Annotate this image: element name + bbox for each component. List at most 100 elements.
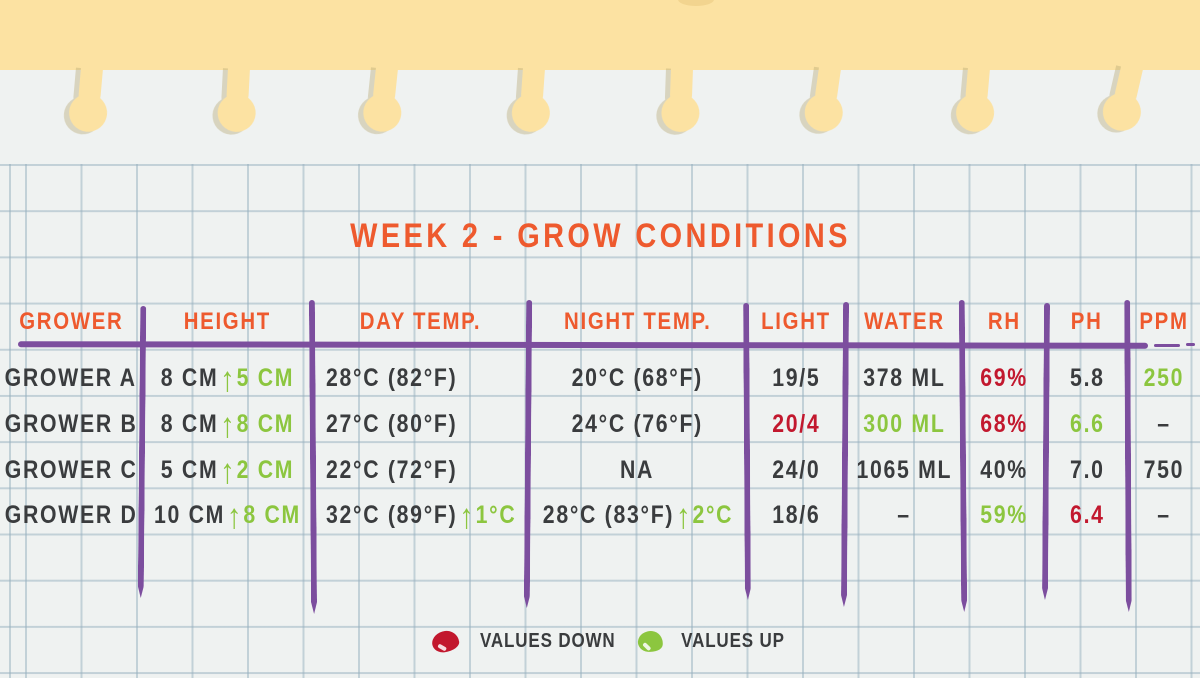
header-cell-water: WATER (845, 308, 963, 336)
cell-value: 10 CM (154, 500, 226, 529)
cell-height: 8 CM ↑ 8 CM (142, 404, 313, 445)
delta-value: 5 CM (236, 363, 295, 392)
cell-value: 24°C (76°F) (571, 409, 704, 438)
delta-value: 1°C (475, 500, 517, 529)
column-divider (138, 306, 147, 598)
cell-grower: GROWER B (0, 410, 142, 439)
cell-rh: 69% (963, 364, 1046, 393)
cell-value: 22°C (72°F) (326, 455, 458, 484)
header-cell-light: LIGHT (747, 308, 845, 336)
cell-day-temp: 28°C (82°F) (313, 364, 528, 393)
cell-ppm: – (1128, 501, 1200, 530)
cell-ppm: 750 (1128, 456, 1200, 485)
header-underline-dash (1154, 344, 1180, 347)
header-cell-height: HEIGHT (142, 308, 313, 336)
delta-value: 2°C (691, 500, 733, 529)
header-label: WATER (863, 308, 945, 335)
header-underline-dash (1186, 343, 1195, 346)
tab-ball (802, 91, 846, 135)
tab-ball (954, 92, 996, 134)
cell-value: 8 CM (160, 363, 219, 392)
legend-item-values-up: VALUES UP (636, 627, 794, 655)
cell-light: 24/0 (747, 456, 845, 485)
cell-value: 59% (980, 500, 1029, 529)
cell-value: 19/5 (771, 363, 821, 392)
up-arrow-icon: ↑ (220, 452, 235, 491)
cell-value: 68% (980, 409, 1029, 438)
table-row-4: GROWER D 10 CM ↑ 8 CM 32°C (89°F) ↑ 1°C 28°C (8… (0, 492, 1200, 538)
cell-light: 19/5 (747, 364, 845, 393)
header-cell-day-temp: DAY TEMP. (313, 308, 528, 336)
header-cell-night-temp: NIGHT TEMP. (528, 308, 747, 336)
header-underline (17, 341, 1149, 349)
up-arrow-icon: ↑ (226, 497, 242, 536)
cell-day-temp: 32°C (89°F) ↑ 1°C (313, 495, 528, 536)
cell-night-temp: NA (528, 456, 747, 485)
margin-line (9, 164, 11, 678)
header-label: GROWER (18, 308, 124, 335)
up-arrow-icon: ↑ (220, 406, 235, 445)
tab-ball (361, 91, 404, 134)
cell-value: 8 CM (160, 409, 219, 438)
cell-value: 6.4 (1069, 500, 1105, 529)
cell-day-temp: 22°C (72°F) (313, 456, 528, 485)
tab-ball (216, 92, 257, 133)
cell-ph: 6.4 (1046, 501, 1128, 530)
red-dot-icon (430, 628, 461, 654)
torn-paper-tab (660, 65, 701, 136)
paper-notch (678, 0, 714, 6)
cell-rh: 68% (963, 410, 1046, 439)
cell-value: 750 (1143, 455, 1185, 484)
cell-value: GROWER A (4, 363, 138, 392)
cell-light: 18/6 (747, 501, 845, 530)
green-dot-icon (636, 629, 665, 653)
cell-value: – (897, 500, 911, 529)
cell-ppm: 250 (1128, 364, 1200, 393)
tab-ball (1099, 89, 1145, 135)
legend-item-values-down: VALUES DOWN (430, 627, 628, 655)
cell-water: 378 ML (845, 364, 963, 393)
cell-night-temp: 28°C (83°F) ↑ 2°C (528, 495, 747, 536)
cell-day-temp: 27°C (80°F) (313, 410, 528, 439)
cell-value: – (1157, 409, 1171, 438)
cell-value: – (1157, 500, 1171, 529)
cell-height: 10 CM ↑ 8 CM (142, 495, 313, 536)
header-cell-grower: GROWER (0, 308, 142, 336)
page-title-text: WEEK 2 - GROW CONDITIONS (349, 217, 851, 255)
cell-value: 5 CM (160, 455, 219, 484)
cell-grower: GROWER C (0, 456, 142, 485)
cell-value: 6.6 (1069, 409, 1105, 438)
cell-value: 69% (980, 363, 1029, 392)
cell-value: 250 (1143, 363, 1185, 392)
cell-rh: 40% (963, 456, 1046, 485)
torn-paper-tab (1098, 63, 1150, 139)
cell-grower: GROWER D (0, 501, 142, 530)
torn-paper-tab (510, 65, 553, 137)
cell-value: 20°C (68°F) (571, 363, 704, 392)
cell-ph: 7.0 (1046, 456, 1128, 485)
header-label: RH (988, 308, 1021, 335)
legend-label: VALUES UP (681, 629, 785, 652)
cell-rh: 59% (963, 501, 1046, 530)
cell-height: 5 CM ↑ 2 CM (142, 450, 313, 491)
cell-value: 27°C (80°F) (326, 409, 458, 438)
cell-value: 300 ML (862, 409, 946, 438)
header-cell-rh: RH (963, 308, 1046, 336)
up-arrow-icon: ↑ (220, 360, 235, 399)
header-label: DAY TEMP. (359, 308, 482, 335)
cell-value: 32°C (89°F) (326, 500, 458, 529)
page-title: WEEK 2 - GROW CONDITIONS (0, 213, 1200, 259)
torn-paper-tab (802, 64, 849, 138)
up-arrow-icon: ↑ (675, 497, 691, 536)
torn-paper-tab (216, 65, 258, 137)
cell-value: GROWER B (4, 409, 138, 438)
tab-ball (510, 92, 552, 134)
header-cell-ppm: PPM (1128, 308, 1200, 336)
cell-night-temp: 24°C (76°F) (528, 410, 747, 439)
header-label: HEIGHT (183, 308, 272, 335)
header-label: PPM (1139, 308, 1189, 335)
header-label: LIGHT (761, 308, 831, 335)
table-header-row: GROWER HEIGHT DAY TEMP. NIGHT TEMP. LIGHT WAT… (0, 300, 1200, 344)
cell-value: NA (620, 455, 655, 484)
